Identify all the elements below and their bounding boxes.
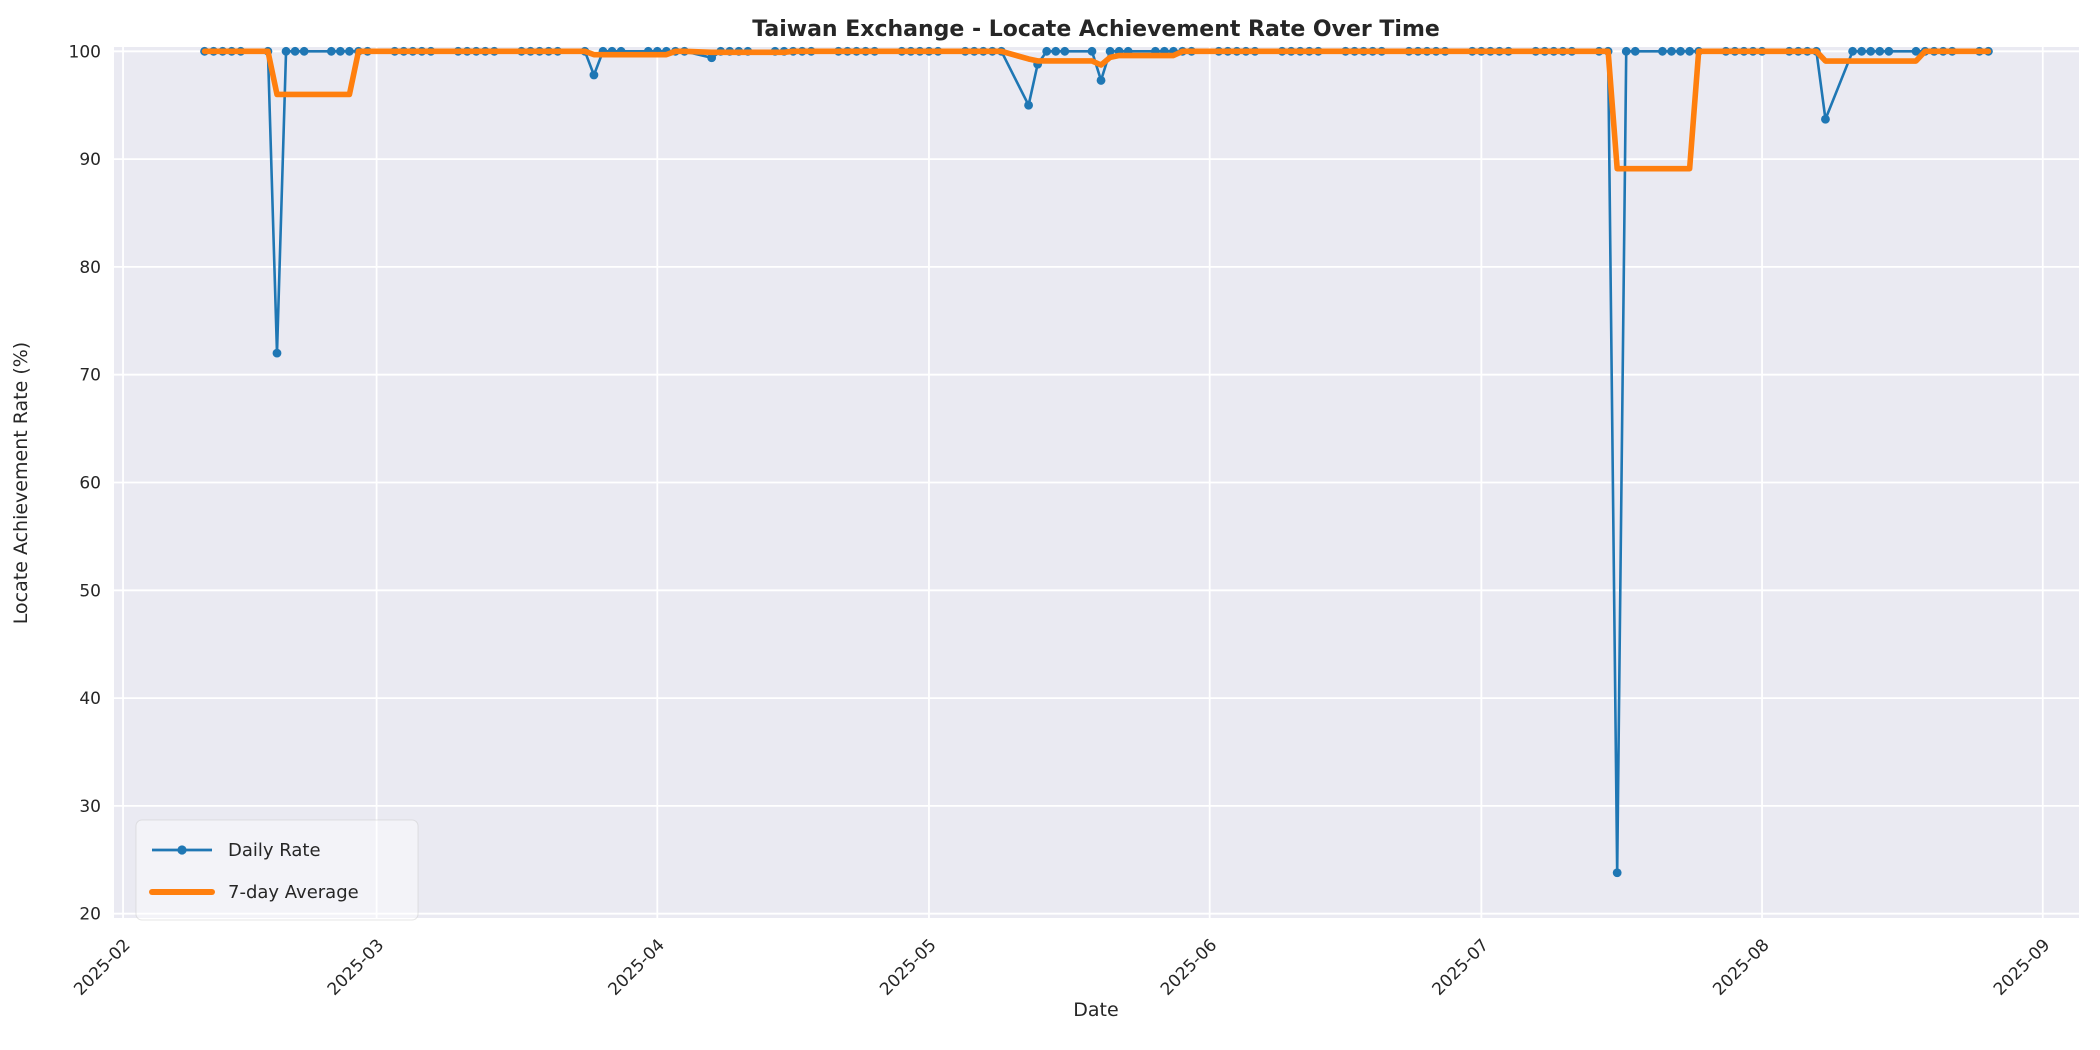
daily-rate-marker — [1685, 46, 1695, 56]
daily-rate-marker — [290, 46, 300, 56]
daily-rate-marker — [1087, 46, 1097, 56]
x-tick-label: 2025-02 — [70, 935, 134, 999]
daily-rate-marker — [1658, 46, 1667, 56]
daily-rate-marker — [1866, 46, 1876, 56]
daily-rate-marker — [1024, 100, 1033, 110]
y-axis-label: Locate Achievement Rate (%) — [10, 342, 32, 624]
x-tick-label: 2025-04 — [604, 935, 668, 999]
y-tick-label: 80 — [79, 258, 101, 278]
y-tick-label: 70 — [79, 366, 101, 386]
daily-rate-marker — [1630, 46, 1640, 56]
y-tick-label: 40 — [79, 689, 101, 709]
legend-daily-marker-icon — [177, 845, 187, 855]
y-tick-label: 30 — [79, 797, 101, 817]
legend: Daily Rate 7-day Average — [135, 819, 419, 921]
seven-day-average-line — [201, 48, 1992, 172]
x-axis-label: Date — [1073, 999, 1118, 1021]
daily-rate-marker — [707, 53, 717, 63]
daily-rate-marker — [1621, 46, 1631, 56]
x-tick-label: 2025-09 — [1990, 935, 2054, 999]
x-tick-label: 2025-06 — [1157, 935, 1221, 999]
x-tick-label: 2025-03 — [324, 935, 388, 999]
x-tick-label: 2025-07 — [1429, 935, 1493, 999]
daily-rate-marker — [1884, 46, 1894, 56]
series-lines — [200, 46, 1993, 878]
daily-rate-marker — [1875, 46, 1885, 56]
legend-frame — [135, 819, 419, 921]
daily-rate-marker — [326, 46, 336, 56]
chart-title: Taiwan Exchange - Locate Achievement Rat… — [752, 17, 1440, 42]
y-tick-label: 20 — [79, 905, 101, 925]
daily-rate-marker — [589, 70, 599, 80]
daily-rate-marker — [1821, 114, 1830, 124]
legend-avg-label: 7-day Average — [228, 882, 359, 903]
y-tick-label: 60 — [79, 474, 101, 494]
daily-rate-marker — [281, 46, 291, 56]
daily-rate-marker — [1105, 46, 1115, 56]
daily-rate-marker — [1612, 868, 1622, 878]
daily-rate-marker — [335, 46, 345, 56]
daily-rate-marker — [1667, 46, 1676, 56]
x-tick-label: 2025-05 — [876, 935, 940, 999]
daily-rate-marker — [1060, 46, 1070, 56]
legend-daily-label: Daily Rate — [228, 840, 321, 861]
daily-rate-marker — [1676, 46, 1685, 56]
daily-rate-marker — [1911, 46, 1921, 56]
daily-rate-marker — [345, 46, 354, 56]
daily-rate-marker — [1051, 46, 1061, 56]
y-tick-label: 90 — [79, 150, 101, 170]
y-tick-label: 50 — [79, 581, 101, 601]
daily-rate-marker — [1042, 46, 1052, 56]
daily-rate-marker — [299, 46, 309, 56]
daily-rate-marker — [1848, 46, 1858, 56]
daily-rate-marker — [1096, 76, 1106, 85]
daily-rate-marker — [1857, 46, 1867, 56]
y-tick-label: 100 — [69, 42, 101, 62]
x-tick-label: 2025-08 — [1709, 935, 1773, 999]
daily-rate-marker — [272, 348, 282, 358]
